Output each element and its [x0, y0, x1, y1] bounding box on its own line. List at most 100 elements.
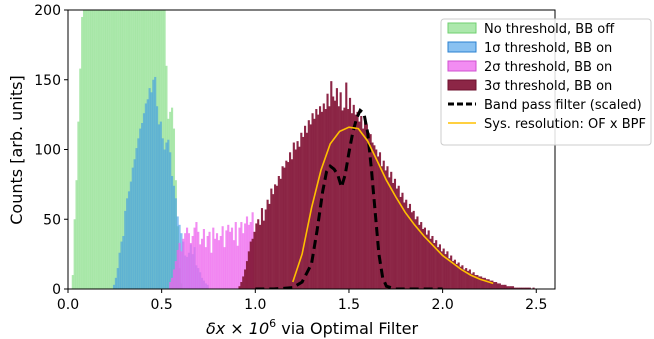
histogram-bar — [157, 124, 161, 289]
histogram-bar — [515, 287, 518, 289]
histogram-bar — [227, 224, 230, 289]
histogram-bar — [86, 10, 89, 289]
histogram-bar — [322, 103, 325, 289]
histogram-series-1 — [112, 76, 209, 289]
histogram-bar — [455, 263, 458, 289]
histogram-bar — [249, 241, 252, 289]
histogram-bar — [182, 238, 185, 289]
histogram-bar — [144, 103, 147, 289]
histogram-bar — [257, 219, 260, 289]
histogram-bar — [127, 191, 131, 289]
histogram-bar — [240, 222, 243, 289]
histogram-bar — [392, 182, 395, 289]
histogram-bar — [450, 255, 453, 289]
histogram-bar — [232, 240, 235, 289]
histogram-bar — [172, 269, 176, 289]
histogram-bar — [399, 196, 402, 289]
histogram-bar — [215, 233, 219, 289]
histogram-bar — [453, 259, 456, 289]
histogram-bar — [345, 82, 348, 289]
histogram-bar — [300, 132, 303, 289]
histogram-bar — [167, 139, 170, 289]
histogram-bar — [206, 235, 209, 289]
histogram-bar — [339, 92, 342, 289]
histogram-bar — [118, 10, 121, 289]
histogram-bar — [126, 198, 129, 289]
histogram-series-2 — [169, 212, 254, 289]
histogram-bar — [129, 181, 132, 289]
histogram-bar — [105, 10, 108, 289]
histogram-bar — [517, 287, 520, 289]
histogram-bar — [380, 166, 383, 289]
histogram-bar — [289, 152, 292, 289]
histogram-bar — [154, 76, 157, 289]
histogram-bar — [330, 81, 333, 289]
histogram-bar — [348, 97, 352, 289]
histogram-bar — [420, 222, 423, 289]
histogram-bar — [92, 10, 95, 289]
histogram-bar — [425, 234, 428, 289]
histogram-bar — [446, 251, 449, 289]
x-tick-label: 2.5 — [525, 297, 547, 313]
histogram-bar — [487, 279, 490, 289]
histogram-bar — [429, 238, 432, 289]
histogram-bar — [508, 286, 511, 289]
histogram-bar — [378, 152, 382, 289]
histogram-bar — [171, 176, 174, 289]
histogram-bar — [79, 68, 82, 289]
histogram-bar — [199, 244, 202, 289]
histogram-bar — [418, 224, 421, 289]
histogram-bar — [332, 96, 335, 289]
histogram-bar — [245, 261, 249, 289]
x-tick-label: 1.0 — [244, 297, 266, 313]
histogram-bar — [234, 222, 237, 289]
histogram-bar — [510, 286, 513, 289]
histogram-bar — [423, 227, 426, 289]
x-axis-label-exponent: 6 — [269, 317, 276, 330]
histogram-bar — [281, 166, 284, 289]
histogram-bar — [416, 216, 419, 289]
histogram-bar — [502, 284, 505, 289]
histogram-bar — [245, 216, 249, 289]
histogram-bar — [90, 10, 93, 289]
histogram-bar — [437, 247, 440, 289]
histogram-bar — [386, 166, 389, 289]
legend-swatch — [447, 41, 477, 53]
histogram-bar — [114, 10, 117, 289]
histogram-bar — [526, 287, 530, 289]
histogram-bar — [326, 93, 329, 289]
histogram-bar — [307, 120, 310, 289]
histogram-bar — [150, 92, 153, 289]
histogram-bar — [474, 275, 477, 289]
histogram-bar — [495, 282, 498, 289]
histogram-bar — [120, 10, 123, 289]
histogram-bar — [408, 203, 412, 289]
legend-label: 3σ threshold, BB on — [484, 79, 612, 94]
histogram-bar — [341, 110, 344, 289]
histogram-bar — [156, 106, 159, 289]
legend-label: Sys. resolution: OF x BPF — [484, 117, 646, 132]
bandpass-filter-line — [255, 108, 443, 289]
histogram-bar — [407, 208, 410, 289]
histogram-bar — [274, 184, 277, 289]
histogram-bar — [189, 242, 192, 289]
histogram-bar — [116, 268, 119, 289]
histogram-bar — [114, 277, 117, 289]
histogram-bar — [195, 222, 198, 289]
histogram-bar — [161, 138, 164, 289]
histogram-bar — [496, 283, 500, 289]
histogram-bar — [141, 123, 144, 289]
histogram-bar — [223, 247, 226, 289]
histogram-bar — [481, 277, 485, 289]
histogram-bar — [112, 284, 116, 289]
histogram-bar — [242, 276, 245, 289]
histogram-bar — [438, 244, 441, 289]
histogram-bar — [133, 10, 136, 289]
histogram-bar — [532, 287, 535, 289]
histogram-bar — [343, 107, 346, 289]
histogram-bar — [459, 266, 462, 289]
histogram-bar — [251, 238, 254, 289]
histogram-bar — [362, 128, 365, 289]
histogram-bar — [268, 203, 271, 289]
